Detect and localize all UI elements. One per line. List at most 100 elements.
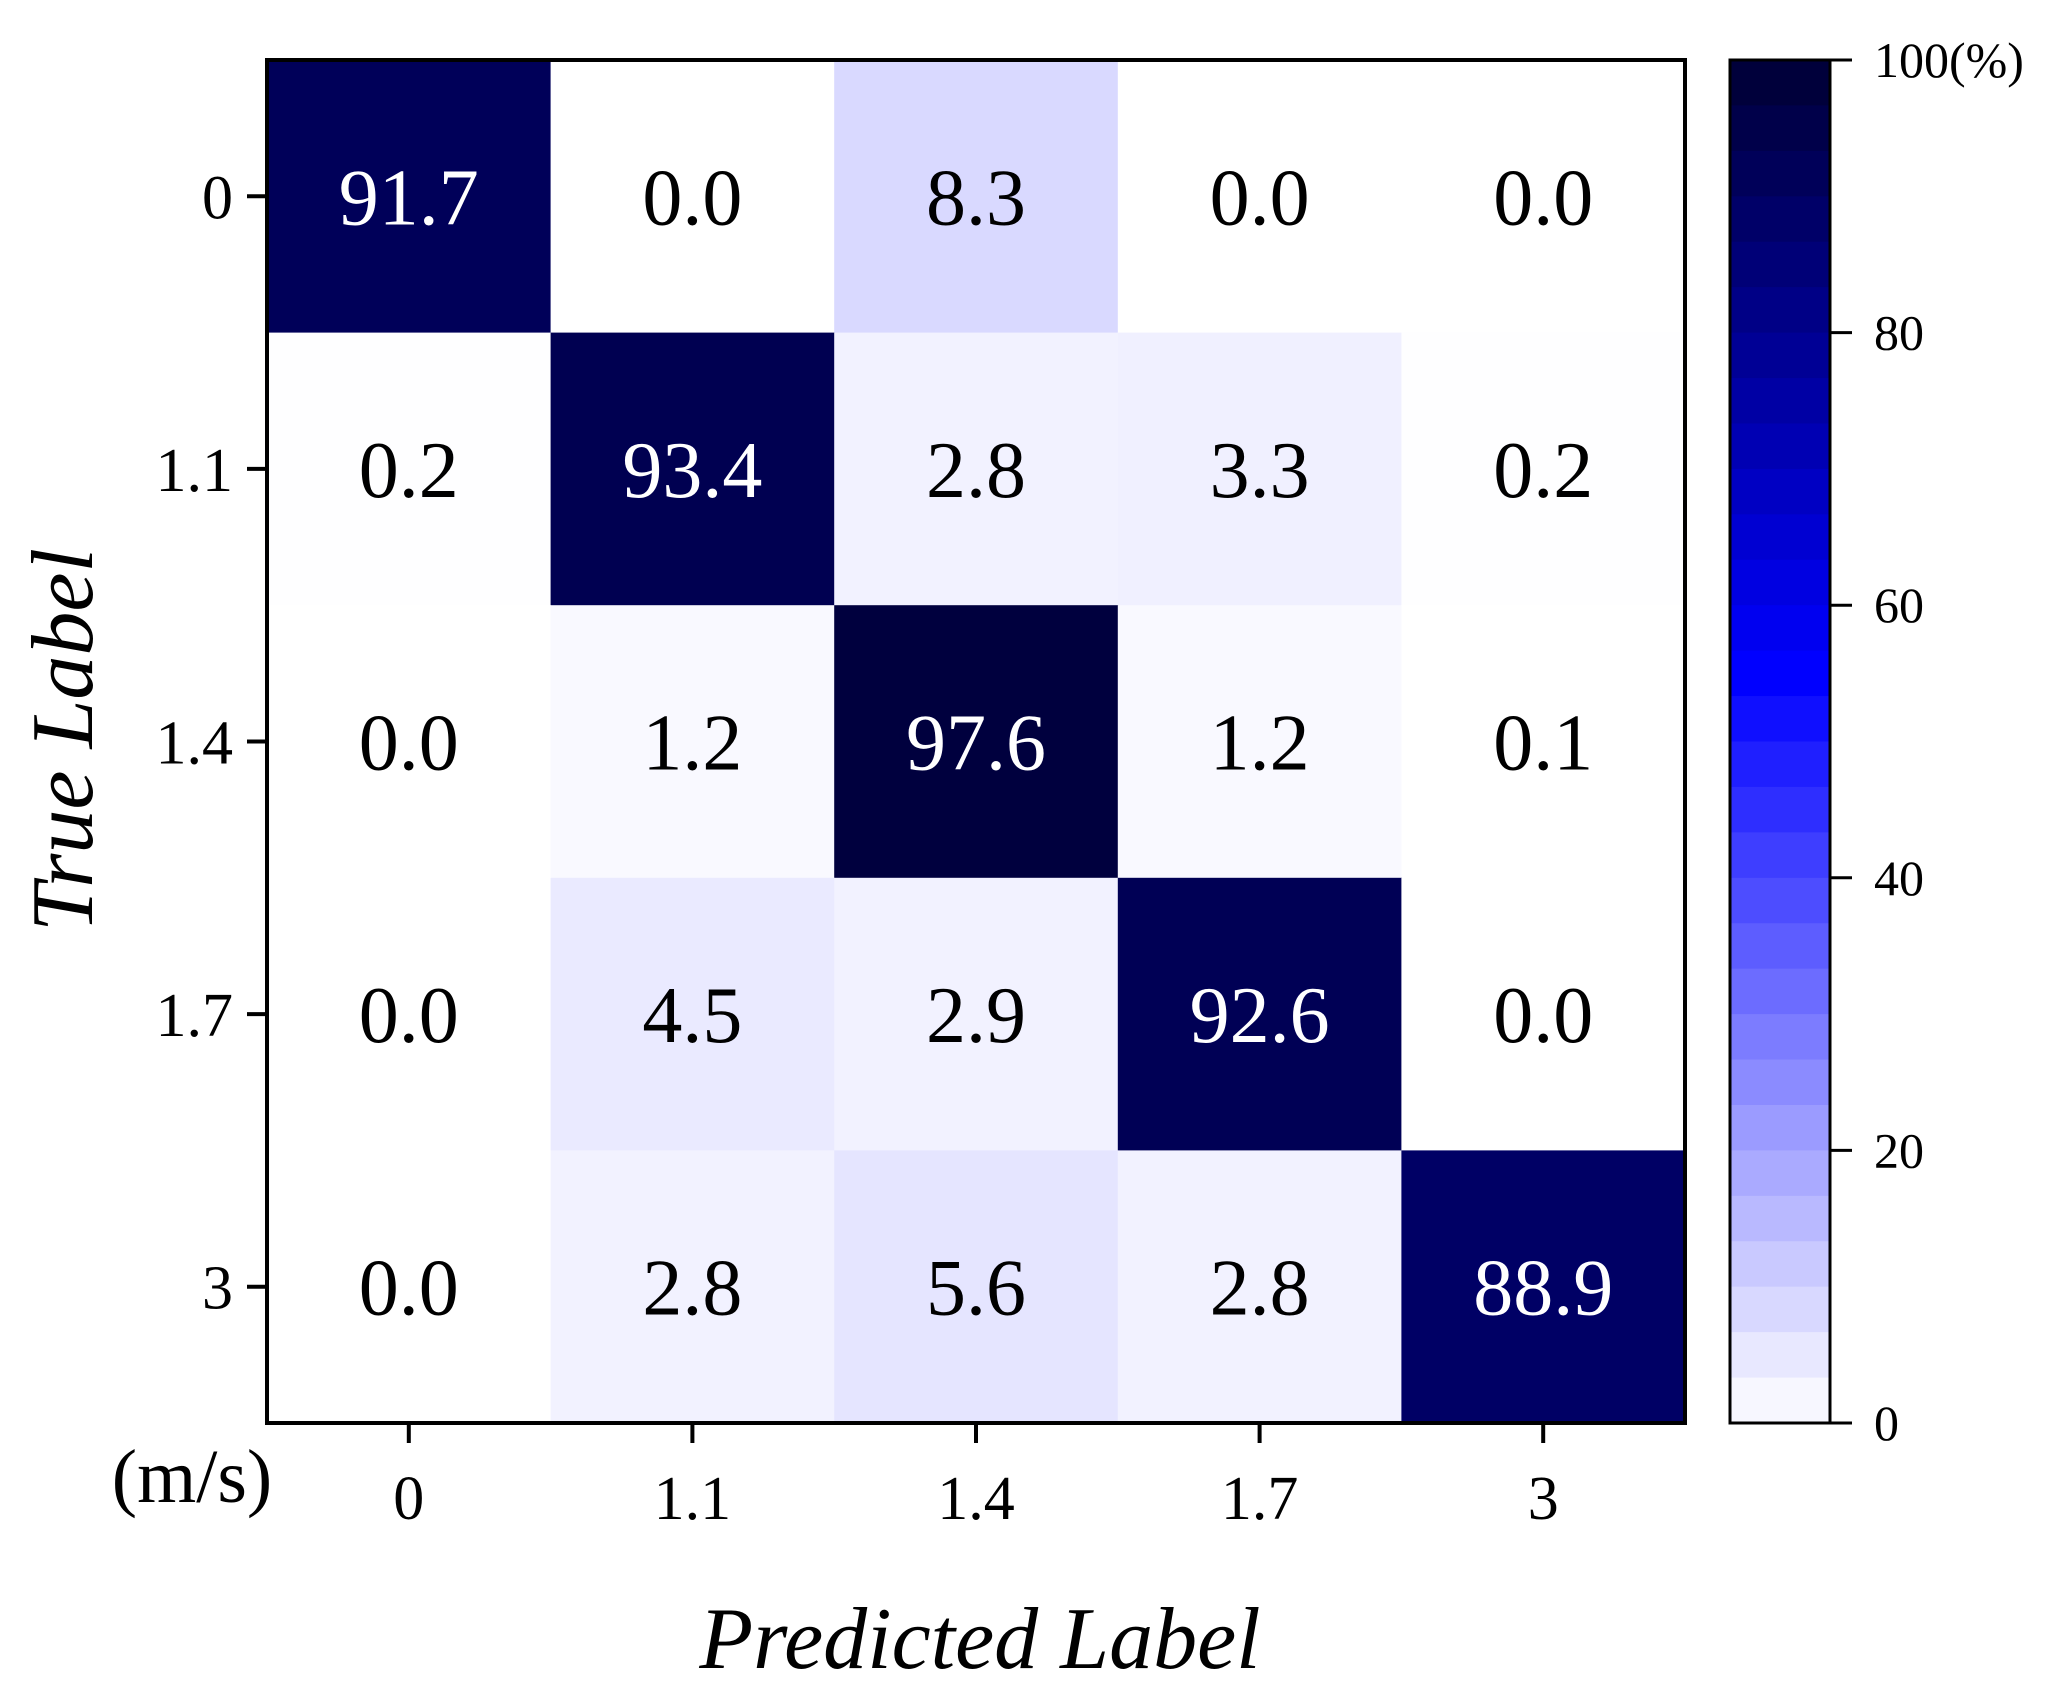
heatmap-cell	[834, 332, 1119, 606]
colorbar-tick-label: 100(%)	[1874, 32, 2024, 88]
cell-value-label: 2.8	[926, 427, 1026, 515]
heatmap-cell	[834, 605, 1119, 879]
cell-value-label: 1.2	[1210, 700, 1310, 788]
x-tick-label: 1.7	[1221, 1465, 1299, 1533]
heatmap-cell	[267, 332, 552, 606]
heatmap-cell	[1401, 60, 1686, 334]
cell-value-label: 0.0	[359, 700, 459, 788]
heatmap-cell	[267, 605, 552, 879]
colorbar-level	[1730, 1286, 1830, 1333]
unit-label: (m/s)	[112, 1435, 272, 1519]
heatmap-cell	[1117, 1150, 1402, 1424]
heatmap-cell	[550, 605, 835, 879]
y-tick-label: 0	[202, 164, 233, 232]
heatmap-cell	[1117, 60, 1402, 334]
colorbar-tick-label: 80	[1874, 305, 1924, 361]
x-tick-label: 1.4	[937, 1465, 1015, 1533]
colorbar-level	[1730, 468, 1830, 515]
colorbar-level	[1730, 968, 1830, 1015]
cell-value-label: 0.0	[1493, 972, 1593, 1060]
colorbar: 0 20 40 60 80 100(%)	[1728, 32, 2024, 1451]
heatmap-cell	[1117, 877, 1402, 1151]
heatmap-cell	[1401, 877, 1686, 1151]
cell-value-label: 0.0	[642, 154, 742, 242]
cell-value-label: 2.9	[926, 972, 1026, 1060]
colorbar-level	[1730, 287, 1830, 334]
colorbar-level	[1730, 150, 1830, 197]
cell-value-label: 5.6	[926, 1245, 1026, 1333]
cell-value-label: 4.5	[642, 972, 742, 1060]
colorbar-level	[1730, 241, 1830, 288]
colorbar-ticks: 0 20 40 60 80 100(%)	[1830, 32, 2024, 1451]
colorbar-level	[1730, 1332, 1830, 1379]
colorbar-frame	[1728, 58, 1832, 1425]
colorbar-level	[1730, 196, 1830, 243]
cell-value-label: 2.8	[1210, 1245, 1310, 1333]
cell-value-label: 93.4	[622, 427, 762, 515]
colorbar-level	[1730, 423, 1830, 470]
cell-value-label: 0.0	[1493, 154, 1593, 242]
colorbar-level	[1730, 877, 1830, 924]
colorbar-tick-label: 40	[1874, 850, 1924, 906]
heatmap-cell	[550, 1150, 835, 1424]
cell-value-label: 92.6	[1190, 972, 1330, 1060]
heatmap-cell	[267, 60, 552, 334]
cell-value-label: 88.9	[1473, 1245, 1613, 1333]
cell-value-label: 0.2	[359, 427, 459, 515]
x-tick-label: 1.1	[654, 1465, 732, 1533]
heatmap-cell	[550, 332, 835, 606]
colorbar-level	[1730, 514, 1830, 561]
heatmap-cells: 91.7 0.0 8.3 0.0 0.0 0.2 93.4 2.8 3.3 0.2 0.0 1.2 97…	[267, 60, 1686, 1424]
cell-value-label: 91.7	[339, 154, 479, 242]
colorbar-level	[1730, 786, 1830, 833]
x-axis-title: Predicted Label	[698, 1591, 1260, 1688]
cell-value-label: 0.1	[1493, 700, 1593, 788]
heatmap-cell	[550, 60, 835, 334]
heatmap-cell	[550, 877, 835, 1151]
colorbar-level	[1730, 741, 1830, 788]
cell-value-label: 0.2	[1493, 427, 1593, 515]
y-tick-label: 3	[202, 1255, 233, 1323]
colorbar-level	[1730, 105, 1830, 152]
heatmap-cell	[834, 877, 1119, 1151]
colorbar-level	[1730, 1150, 1830, 1197]
cell-value-label: 0.0	[1210, 154, 1310, 242]
heatmap-cell	[1401, 1150, 1686, 1424]
cell-value-label: 0.0	[359, 972, 459, 1060]
colorbar-level	[1730, 923, 1830, 970]
heatmap-cell	[834, 60, 1119, 334]
colorbar-level	[1730, 650, 1830, 697]
heatmap-cell	[1401, 332, 1686, 606]
colorbar-level	[1730, 1195, 1830, 1242]
colorbar-level	[1730, 1377, 1830, 1424]
y-axis-title: True Label	[15, 548, 112, 932]
heatmap-cell	[834, 1150, 1119, 1424]
x-tick-label: 3	[1528, 1465, 1559, 1533]
heatmap-cell	[1117, 332, 1402, 606]
colorbar-level	[1730, 832, 1830, 879]
heatmap-cell	[267, 1150, 552, 1424]
x-tick-label: 0	[393, 1465, 424, 1533]
colorbar-level	[1730, 1241, 1830, 1288]
heatmap-cell	[1401, 605, 1686, 879]
colorbar-level	[1730, 559, 1830, 606]
colorbar-level	[1730, 378, 1830, 425]
colorbar-tick-label: 20	[1874, 1122, 1924, 1178]
y-axis-ticks: 0 1.1 1.4 1.7 3	[156, 164, 267, 1323]
cell-value-label: 8.3	[926, 154, 1026, 242]
colorbar-tick-label: 60	[1874, 577, 1924, 633]
colorbar-level	[1730, 696, 1830, 743]
colorbar-level	[1730, 60, 1830, 107]
cell-value-label: 97.6	[906, 700, 1046, 788]
colorbar-level	[1730, 332, 1830, 379]
colorbar-level	[1730, 1104, 1830, 1151]
y-tick-label: 1.4	[156, 710, 234, 778]
colorbar-level	[1730, 1059, 1830, 1106]
colorbar-tick-label: 0	[1874, 1395, 1899, 1451]
y-tick-label: 1.7	[156, 982, 234, 1050]
cell-value-label: 2.8	[642, 1245, 742, 1333]
heatmap-cell	[267, 877, 552, 1151]
cell-value-label: 0.0	[359, 1245, 459, 1333]
x-axis-ticks: 0 1.1 1.4 1.7 3	[393, 1423, 1559, 1533]
